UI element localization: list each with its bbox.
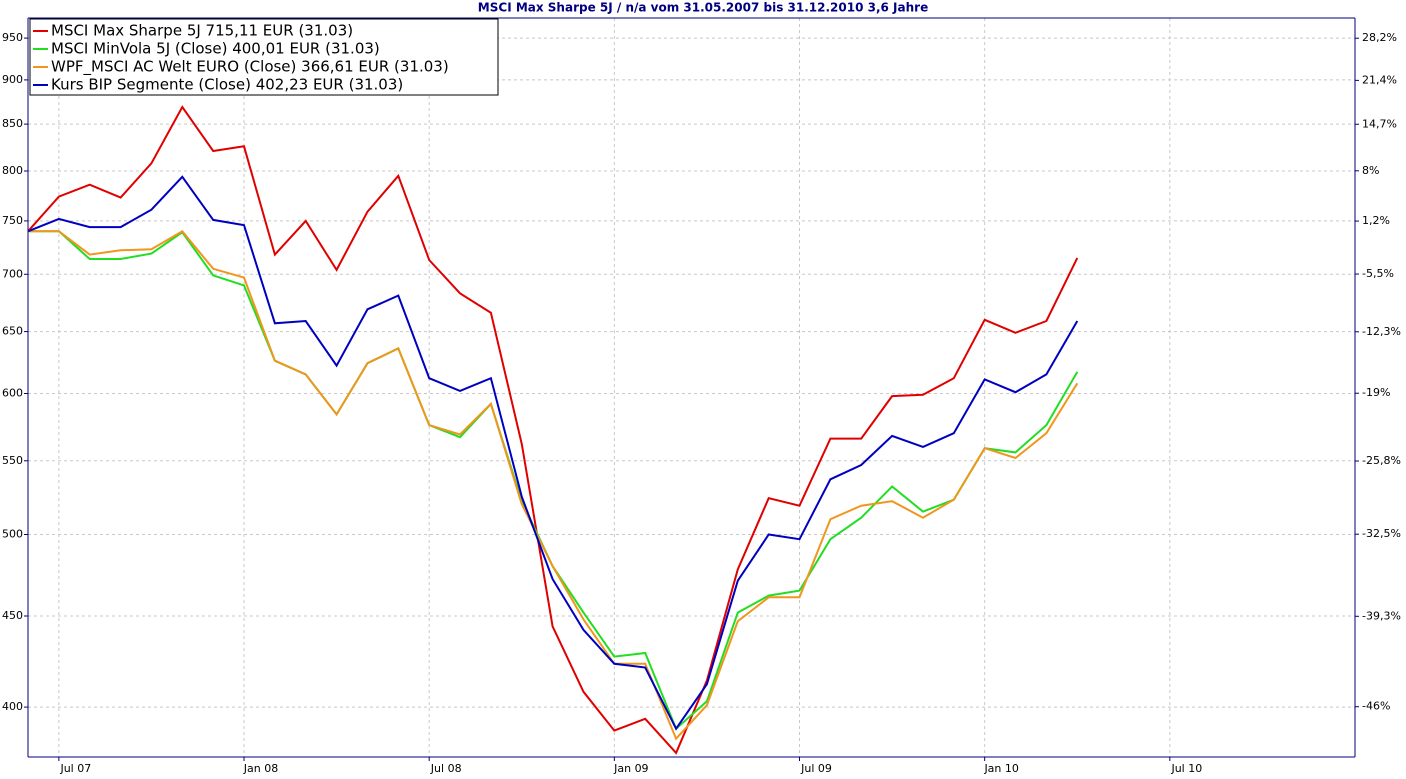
legend-label: WPF_MSCI AC Welt EURO (Close) 366,61 EUR…: [51, 58, 449, 77]
y2-tick-label: -39,3%: [1362, 609, 1401, 622]
y2-tick-label: -46%: [1362, 700, 1390, 713]
x-tick-label: Jul 09: [800, 762, 832, 775]
y-tick-label: 500: [2, 528, 23, 541]
series-line: [27, 175, 1079, 731]
legend-label: MSCI Max Sharpe 5J 715,11 EUR (31.03): [51, 22, 353, 40]
y2-tick-label: -19%: [1362, 386, 1390, 399]
series-line: [28, 230, 1079, 741]
y2-tick-label: 14,7%: [1362, 117, 1397, 130]
y-tick-label: 650: [2, 325, 23, 338]
y-tick-label: 950: [2, 31, 23, 44]
y2-tick-label: -12,3%: [1362, 325, 1401, 338]
y-tick-label: 800: [2, 164, 23, 177]
y-tick-label: 550: [2, 454, 23, 467]
y-tick-label: 400: [2, 700, 23, 713]
chart-title: MSCI Max Sharpe 5J / n/a vom 31.05.2007 …: [478, 1, 928, 15]
x-tick-label: Jul 07: [59, 762, 91, 775]
series-line: [27, 105, 1079, 755]
x-tick-label: Jan 10: [983, 762, 1018, 775]
y-tick-label: 600: [2, 386, 23, 399]
y2-tick-label: -5,5%: [1362, 267, 1394, 280]
y-tick-label: 700: [2, 267, 23, 280]
legend-label: Kurs BIP Segmente (Close) 402,23 EUR (31…: [51, 76, 403, 94]
y2-tick-label: 1,2%: [1362, 214, 1390, 227]
legend-box: [29, 18, 499, 96]
y2-tick-label: 28,2%: [1362, 31, 1397, 44]
y2-tick-label: 8%: [1362, 164, 1379, 177]
x-tick-label: Jan 08: [243, 762, 278, 775]
legend-label: MSCI MinVola 5J (Close) 400,01 EUR (31.0…: [51, 40, 380, 58]
y-tick-label: 750: [2, 214, 23, 227]
y-tick-label: 900: [2, 73, 23, 86]
y-tick-label: 450: [2, 609, 23, 622]
y2-tick-label: -32,5%: [1362, 527, 1401, 540]
x-tick-label: Jan 09: [613, 762, 648, 775]
x-tick-label: Jul 08: [430, 762, 462, 775]
y-tick-label: 850: [2, 117, 23, 130]
y2-tick-label: -25,8%: [1362, 454, 1401, 467]
x-tick-label: Jul 10: [1170, 762, 1202, 775]
y2-tick-label: 21,4%: [1362, 73, 1397, 86]
